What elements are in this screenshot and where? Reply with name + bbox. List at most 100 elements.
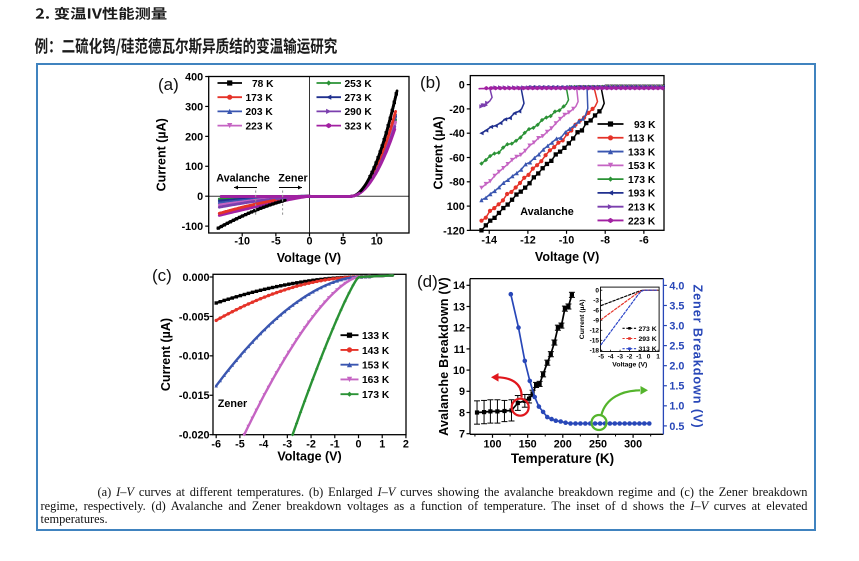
svg-text:Voltage (V): Voltage (V) (535, 250, 599, 264)
svg-text:-3: -3 (617, 354, 623, 361)
svg-text:-5: -5 (598, 354, 604, 361)
svg-text:-14: -14 (481, 234, 497, 246)
svg-text:10: 10 (371, 236, 383, 248)
svg-text:323 K: 323 K (345, 121, 373, 132)
svg-text:-8: -8 (600, 234, 610, 246)
svg-text:1: 1 (656, 354, 660, 361)
svg-text:100: 100 (447, 201, 465, 213)
svg-text:-1: -1 (330, 439, 340, 451)
svg-text:153 K: 153 K (628, 161, 656, 172)
svg-text:-0.015: -0.015 (179, 390, 210, 402)
svg-text:300: 300 (624, 438, 642, 450)
svg-text:Avalanche Breakdown (V): Avalanche Breakdown (V) (437, 277, 451, 436)
svg-text:2.0: 2.0 (669, 361, 684, 373)
svg-text:-10: -10 (559, 234, 575, 246)
svg-text:-40: -40 (449, 128, 465, 140)
svg-text:153 K: 153 K (362, 361, 390, 372)
svg-text:113 K: 113 K (628, 134, 655, 145)
svg-text:-6: -6 (593, 308, 599, 315)
svg-text:Current (µA): Current (µA) (579, 299, 586, 339)
svg-text:8: 8 (459, 407, 465, 419)
svg-text:-15: -15 (590, 338, 600, 345)
svg-text:0.5: 0.5 (669, 421, 684, 433)
svg-text:Zener: Zener (218, 398, 248, 410)
svg-text:1.5: 1.5 (669, 381, 684, 393)
svg-text:0.000: 0.000 (182, 272, 209, 284)
svg-text:100: 100 (483, 438, 501, 450)
svg-text:-120: -120 (443, 225, 465, 237)
svg-text:Voltage (V): Voltage (V) (612, 362, 647, 369)
svg-text:143 K: 143 K (362, 346, 390, 357)
svg-text:-0.010: -0.010 (179, 351, 210, 363)
svg-text:-4: -4 (608, 354, 614, 361)
svg-text:-60: -60 (449, 152, 465, 164)
svg-text:-12: -12 (520, 234, 536, 246)
svg-text:-3: -3 (282, 439, 292, 451)
svg-text:Avalanche: Avalanche (216, 173, 270, 185)
svg-text:(a): (a) (158, 75, 179, 94)
svg-text:200: 200 (185, 131, 203, 143)
svg-text:-2: -2 (627, 354, 633, 361)
svg-text:173 K: 173 K (628, 175, 656, 186)
svg-text:1: 1 (379, 439, 385, 451)
svg-text:0: 0 (647, 354, 651, 361)
svg-text:1.0: 1.0 (669, 401, 684, 413)
svg-text:300: 300 (185, 101, 203, 113)
svg-text:-5: -5 (235, 439, 245, 451)
svg-text:(d): (d) (417, 272, 438, 291)
svg-text:-3: -3 (593, 298, 599, 305)
svg-text:173 K: 173 K (362, 390, 390, 401)
svg-text:2: 2 (403, 439, 409, 451)
svg-text:-1: -1 (636, 354, 642, 361)
svg-text:213 K: 213 K (628, 203, 656, 214)
svg-text:203 K: 203 K (246, 107, 274, 118)
svg-text:133 K: 133 K (628, 147, 656, 158)
svg-text:Voltage (V): Voltage (V) (277, 450, 341, 464)
svg-text:173 K: 173 K (246, 93, 274, 104)
svg-text:200: 200 (554, 438, 572, 450)
svg-text:5: 5 (340, 236, 346, 248)
svg-text:(b): (b) (420, 73, 441, 92)
svg-text:193 K: 193 K (628, 189, 656, 200)
svg-text:-2: -2 (306, 439, 316, 451)
svg-text:-10: -10 (234, 236, 250, 248)
svg-text:-9: -9 (593, 318, 599, 325)
svg-text:10: 10 (453, 365, 465, 377)
svg-text:253 K: 253 K (345, 79, 373, 90)
svg-text:4.0: 4.0 (669, 280, 684, 292)
svg-text:2.5: 2.5 (669, 341, 684, 353)
svg-text:-80: -80 (449, 177, 465, 189)
svg-text:3.5: 3.5 (669, 300, 684, 312)
svg-text:14: 14 (453, 280, 465, 292)
svg-text:93 K: 93 K (634, 120, 656, 131)
svg-text:273 K: 273 K (639, 326, 657, 333)
svg-text:9: 9 (459, 386, 465, 398)
svg-text:-6: -6 (639, 234, 649, 246)
svg-text:293 K: 293 K (639, 336, 657, 343)
svg-text:163 K: 163 K (362, 375, 390, 386)
svg-text:-6: -6 (211, 439, 221, 451)
svg-text:-18: -18 (590, 348, 600, 355)
svg-text:(c): (c) (152, 266, 172, 285)
svg-text:290 K: 290 K (345, 107, 373, 118)
svg-text:-12: -12 (590, 328, 600, 335)
svg-text:Voltage (V): Voltage (V) (277, 251, 341, 265)
svg-text:400: 400 (185, 71, 203, 83)
svg-text:250: 250 (589, 438, 607, 450)
svg-text:Current (µA): Current (µA) (155, 118, 169, 191)
svg-text:0: 0 (306, 236, 312, 248)
svg-text:Avalanche: Avalanche (520, 206, 574, 218)
svg-text:Temperature (K): Temperature (K) (511, 451, 614, 466)
svg-text:13: 13 (453, 301, 465, 313)
svg-text:Current (µA): Current (µA) (159, 318, 173, 391)
svg-text:273 K: 273 K (345, 93, 373, 104)
svg-text:100: 100 (185, 161, 203, 173)
svg-text:11: 11 (454, 344, 465, 356)
svg-text:0: 0 (595, 288, 599, 295)
svg-text:3.0: 3.0 (669, 320, 684, 332)
svg-text:-100: -100 (182, 221, 204, 233)
svg-text:150: 150 (519, 438, 537, 450)
svg-text:Zener Breakdown (V): Zener Breakdown (V) (690, 284, 704, 428)
svg-text:12: 12 (453, 323, 465, 335)
svg-text:Zener: Zener (278, 173, 308, 185)
